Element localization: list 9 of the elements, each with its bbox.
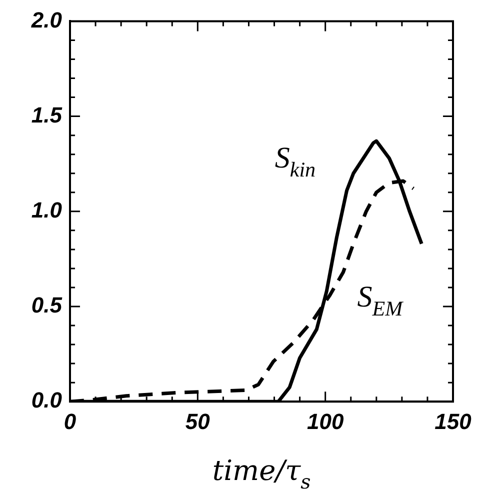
x-tick-label: 50 xyxy=(185,408,211,434)
y-tick-label: 1.5 xyxy=(31,102,63,128)
x-tick-label: 150 xyxy=(434,408,472,434)
y-tick-label: 1.0 xyxy=(31,197,63,222)
y-tick-label: 0.0 xyxy=(31,388,63,413)
x-tick-label: 0 xyxy=(64,408,77,434)
y-tick-label: 2.0 xyxy=(30,7,63,32)
x-tick-label: 100 xyxy=(306,408,344,434)
y-tick-label: 0.5 xyxy=(31,292,63,318)
